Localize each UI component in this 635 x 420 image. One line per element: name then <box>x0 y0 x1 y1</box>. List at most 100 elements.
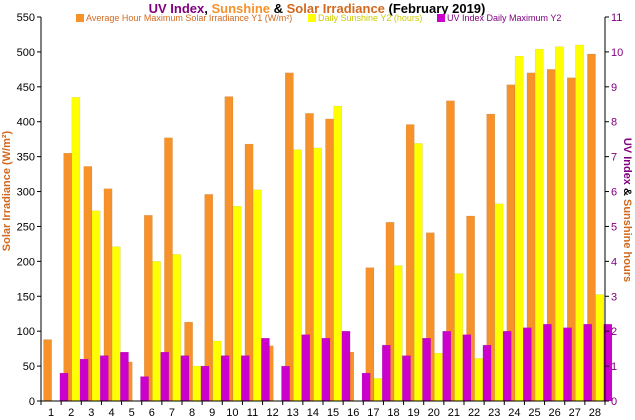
x-tick-label-6: 6 <box>149 407 155 419</box>
uv-bar-26 <box>563 327 572 402</box>
x-tick-label-22: 22 <box>468 407 480 419</box>
y-right-tick-label-11: 11 <box>611 12 622 24</box>
uv-bar-9 <box>220 355 230 402</box>
sunshine-bar-21 <box>454 273 463 402</box>
x-tick-label-12: 12 <box>267 407 279 419</box>
x-tick-label-28: 28 <box>589 407 601 419</box>
y-right-tick-label-8: 8 <box>611 117 617 129</box>
uv-bar-19 <box>422 337 431 402</box>
sunshine-bar-10 <box>232 206 242 402</box>
sunshine-bar-22 <box>474 358 484 402</box>
sunshine-bar-6 <box>152 261 161 402</box>
title-period: (February 2019) <box>385 1 485 16</box>
x-tick-label-11: 11 <box>247 407 258 419</box>
axes: 0501001502002503003504004505005500123456… <box>17 12 624 419</box>
uv-bar-21 <box>462 334 472 402</box>
x-tick-label-25: 25 <box>528 407 540 419</box>
y-left-tick-label-300: 300 <box>17 187 35 199</box>
uv-bar-3 <box>99 355 109 402</box>
uv-bar-2 <box>79 358 89 402</box>
uv-bar-20 <box>442 330 452 402</box>
y-right-tick-label-5: 5 <box>611 221 617 233</box>
y-right-tick-label-1: 1 <box>611 361 617 373</box>
x-tick-label-3: 3 <box>88 407 94 419</box>
y-right-tick-label-3: 3 <box>611 291 617 303</box>
x-tick-label-5: 5 <box>129 407 135 419</box>
y-left-tick-label-400: 400 <box>17 117 35 129</box>
sunshine-bar-14 <box>313 147 322 402</box>
y-left-tick-label-50: 50 <box>23 361 35 373</box>
x-tick-label-26: 26 <box>549 407 561 419</box>
x-tick-label-16: 16 <box>347 407 359 419</box>
title-uv-index: UV Index <box>149 1 205 16</box>
uv-bar-7 <box>180 355 190 402</box>
sunshine-bar-15 <box>333 105 343 402</box>
y-left-tick-label-550: 550 <box>17 12 35 24</box>
title-sunshine: Sunshine <box>212 1 271 16</box>
sunshine-bar-2 <box>71 97 81 402</box>
y-right-tick-label-7: 7 <box>611 152 617 164</box>
x-tick-label-1: 1 <box>48 407 54 419</box>
x-tick-label-10: 10 <box>226 407 238 419</box>
sunshine-bar-9 <box>212 340 222 402</box>
uv-bar-13 <box>301 334 311 402</box>
y-axis-right-label: UV Index & Sunshine hours <box>621 138 633 282</box>
sunshine-bar-26 <box>555 46 564 402</box>
uv-bar-10 <box>240 355 250 402</box>
sunshine-bar-7 <box>172 254 181 402</box>
y-left-tick-label-500: 500 <box>17 47 35 59</box>
x-tick-label-24: 24 <box>508 407 520 419</box>
y-right-tick-label-4: 4 <box>611 256 617 268</box>
uv-bar-1 <box>59 372 69 402</box>
sunshine-bar-11 <box>252 189 262 402</box>
x-tick-label-4: 4 <box>108 407 114 419</box>
legend-label-solar: Average Hour Maximum Solar Irradiance Y1… <box>86 13 292 23</box>
uv-bar-27 <box>583 324 593 402</box>
title-sep-1: , <box>204 1 211 16</box>
y-left-tick-label-350: 350 <box>17 152 35 164</box>
uv-bar-16 <box>361 372 371 402</box>
y-axis-right-label-sep: & <box>621 185 633 199</box>
uv-bar-6 <box>160 351 170 402</box>
uv-bar-24 <box>522 327 532 402</box>
sunshine-bar-27 <box>575 44 584 402</box>
uv-bar-15 <box>341 330 351 402</box>
uv-bar-14 <box>321 337 331 402</box>
sunshine-bar-3 <box>91 210 101 402</box>
sunshine-bar-4 <box>111 246 121 402</box>
bars <box>43 44 613 402</box>
sunshine-bar-23 <box>494 203 504 402</box>
sunshine-bar-18 <box>393 265 403 402</box>
y-axis-right-label-sunshine: Sunshine hours <box>621 199 633 282</box>
x-tick-label-20: 20 <box>428 407 440 419</box>
title-sep-2: & <box>270 1 287 16</box>
legend-swatch-solar <box>76 14 84 22</box>
y-right-tick-label-2: 2 <box>611 326 617 338</box>
uv-bar-18 <box>402 355 411 402</box>
y-left-tick-label-150: 150 <box>17 291 35 303</box>
legend: Average Hour Maximum Solar Irradiance Y1… <box>76 13 561 23</box>
legend-label-sunshine: Daily Sunshine Y2 (hours) <box>318 13 422 23</box>
y-left-tick-label-250: 250 <box>17 221 35 233</box>
sunshine-bar-20 <box>434 352 443 402</box>
y-right-tick-label-0: 0 <box>611 396 617 408</box>
x-tick-label-19: 19 <box>408 407 420 419</box>
uv-bar-22 <box>482 344 492 402</box>
y-left-tick-label-200: 200 <box>17 256 35 268</box>
sunshine-bar-24 <box>514 55 524 402</box>
legend-swatch-sunshine <box>308 14 316 22</box>
uv-bar-25 <box>543 324 552 402</box>
y-right-tick-label-9: 9 <box>611 82 617 94</box>
uv-bar-8 <box>200 365 210 402</box>
x-tick-label-17: 17 <box>367 407 379 419</box>
sunshine-bar-19 <box>414 143 423 402</box>
uv-bar-4 <box>120 351 129 402</box>
uv-bar-12 <box>281 365 290 402</box>
sunshine-bar-25 <box>534 48 544 402</box>
legend-label-uv: UV Index Daily Maximum Y2 <box>447 13 561 23</box>
x-tick-label-8: 8 <box>189 407 195 419</box>
legend-swatch-uv <box>437 14 445 22</box>
sunshine-bar-17 <box>373 378 383 402</box>
y-right-tick-label-6: 6 <box>611 187 617 199</box>
